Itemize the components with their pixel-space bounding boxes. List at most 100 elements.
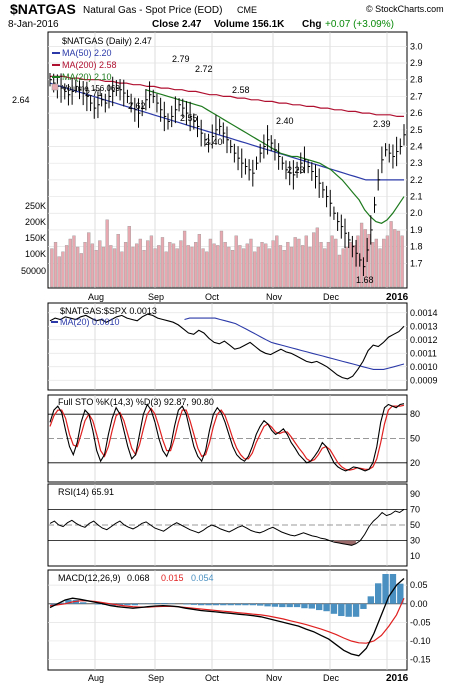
ratio-tick-label: 0.0011 [410, 348, 437, 358]
price-tick-label: 2.0 [410, 208, 423, 218]
volume-bar [312, 233, 315, 287]
month-label-nov: Nov [266, 292, 283, 302]
symbol-title: $NATGAS [10, 1, 76, 17]
macd-hist-bar [338, 604, 344, 616]
volume-bar [139, 239, 142, 287]
volume-bar [345, 247, 348, 287]
macd-hist-bar [272, 604, 278, 607]
volume-bar [386, 236, 389, 287]
price-annotation: 2.40 [205, 137, 223, 147]
sto-legend: Full STO %K(14,3) %D(3) 92.87, 90.80 [58, 397, 214, 407]
ratio-tick-label: 0.0010 [410, 362, 438, 372]
volume-bar [165, 252, 168, 287]
close-label: Close 2.47 [152, 19, 202, 30]
volume-bar [61, 252, 64, 287]
legend-ma20: MA(20) 2.10 [62, 72, 112, 82]
price-annotation: 1.68 [356, 275, 374, 285]
volume-bar [179, 241, 182, 287]
month-label-nov-bottom: Nov [266, 673, 283, 683]
macd-hist-bar [353, 604, 359, 617]
ratio-tick-label: 0.0013 [410, 321, 438, 331]
volume-bar [205, 252, 208, 287]
rsi-tick-label: 70 [410, 504, 420, 514]
sto-tick-label: 80 [410, 409, 420, 419]
macd-hist-bar [154, 603, 160, 604]
volume-bar [95, 250, 98, 287]
volume-bar [301, 245, 304, 287]
price-annotation: 2.62 [128, 101, 146, 111]
legend-rsi: RSI(14) 65.91 [58, 487, 114, 497]
volume-bar [183, 231, 186, 287]
legend-volume: Volume 156,069 [62, 84, 120, 93]
volume-bar [253, 252, 256, 287]
volume-bar [50, 249, 53, 287]
macd-hist-bar [375, 583, 381, 603]
month-label-oct-bottom: Oct [205, 673, 220, 683]
volume-bar [161, 237, 164, 287]
volume-tick-label: 100K [25, 249, 46, 259]
macd-hist-bar [80, 602, 86, 603]
volume-bar [397, 231, 400, 287]
legend-ratio-ma: MA(20) 0.0010 [60, 317, 120, 327]
chg-label: Chg [302, 19, 321, 30]
volume-bar [109, 245, 112, 287]
ratio-tick-label: 0.0009 [410, 375, 438, 385]
chg-value: +0.07 (+3.09%) [325, 19, 394, 30]
legend-ma50: MA(50) 2.20 [62, 48, 112, 58]
macd-hist-bar [205, 604, 211, 605]
volume-tick-label: 200K [25, 217, 46, 227]
volume-bar [168, 242, 171, 287]
macd-tick-label: 0.00 [410, 599, 428, 609]
volume-bar [202, 249, 205, 287]
macd-hist-bar [279, 604, 285, 607]
volume-bar [102, 247, 105, 287]
volume-bar [323, 249, 326, 287]
price-annotation: 2.55 [180, 113, 198, 123]
macd-hist-bar [161, 603, 167, 604]
month-label-aug: Aug [88, 292, 104, 302]
volume-tick-label: 50000 [21, 266, 46, 276]
volume-bar [242, 249, 245, 287]
macd-hist-bar [250, 604, 256, 605]
price-annotation: 2.79 [172, 54, 190, 64]
month-label-dec-bottom: Dec [323, 673, 340, 683]
volume-bar [305, 236, 308, 287]
macd-hist-bar [331, 604, 337, 614]
volume-bar [297, 239, 300, 287]
month-label-aug-bottom: Aug [88, 673, 104, 683]
volume-bar [213, 244, 216, 287]
volume-bar [264, 244, 267, 287]
sto-tick-label: 20 [410, 458, 420, 468]
macd-hist-bar [124, 604, 130, 605]
volume-bar [194, 242, 197, 287]
macd-hist-bar [242, 604, 248, 605]
macd-hist-bar [132, 604, 138, 605]
volume-bar [327, 242, 330, 287]
month-label-2016-bottom: 2016 [386, 673, 409, 684]
macd-tick-label: -0.10 [410, 636, 431, 646]
price-annotation: 2.40 [276, 116, 294, 126]
price-annotation: 2.39 [373, 119, 391, 129]
volume-bar [98, 241, 101, 287]
price-tick-label: 2.5 [410, 125, 423, 135]
macd-hist-bar [220, 604, 226, 605]
volume-bar [309, 247, 312, 287]
macd-hist-bar [198, 604, 204, 605]
macd-hist-bar [309, 604, 315, 609]
volume-bar [320, 242, 323, 287]
volume-label: Volume 156.1K [214, 19, 285, 30]
volume-bar [84, 242, 87, 287]
macd-tick-label: 0.05 [410, 580, 428, 590]
volume-tick-label: 250K [25, 201, 46, 211]
volume-bar [54, 242, 57, 287]
volume-bar [334, 239, 337, 287]
volume-bar [294, 237, 297, 287]
rsi-tick-label: 10 [410, 551, 420, 561]
month-label-sep: Sep [148, 292, 164, 302]
volume-bar [187, 245, 190, 287]
volume-bar [342, 249, 345, 287]
price-tick-label: 3.0 [410, 41, 423, 51]
price-annotation: 2.72 [195, 64, 213, 74]
legend-sto-text: Full STO %K(14,3) %D(3) 92.87, 90.80 [58, 397, 214, 407]
price-tick-label: 2.3 [410, 158, 423, 168]
